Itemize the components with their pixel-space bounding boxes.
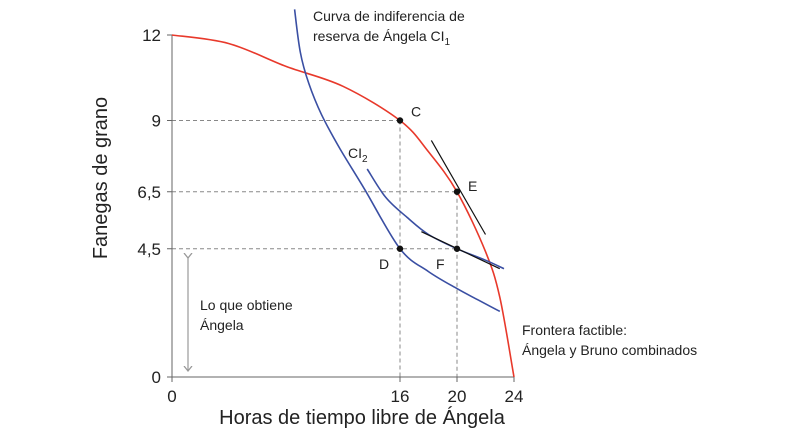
obtiene-label-line1: Lo que obtiene xyxy=(200,297,293,313)
ci2-label-text: CI xyxy=(348,145,362,161)
point-label-d: D xyxy=(379,256,389,272)
point-label-e: E xyxy=(468,178,477,194)
ci2-label: CI2 xyxy=(348,145,368,165)
x-axis-title: Horas de tiempo libre de Ángela xyxy=(219,406,506,429)
y-tick-label: 4,5 xyxy=(137,240,161,259)
ci1-label-line2: reserva de Ángela CI1 xyxy=(313,28,451,48)
x-tick-label: 16 xyxy=(391,387,410,406)
obtiene-label-line2: Ángela xyxy=(200,317,244,333)
point-e xyxy=(453,188,461,195)
tangent-lines xyxy=(421,140,501,270)
frontier-label-line1: Frontera factible: xyxy=(522,322,627,338)
guide-lines xyxy=(172,120,458,377)
y-tick-label: 9 xyxy=(152,112,161,131)
x-tick-label: 24 xyxy=(505,387,524,406)
point-label-c: C xyxy=(411,104,421,120)
ci1-curve xyxy=(293,9,501,313)
ci1-label-subscript: 1 xyxy=(445,37,451,48)
ci1-label-text: reserva de Ángela CI xyxy=(313,28,445,44)
x-tick-label: 20 xyxy=(448,387,467,406)
point-c xyxy=(396,117,404,124)
point-label-f: F xyxy=(436,256,445,272)
y-tick-label: 6,5 xyxy=(137,183,161,202)
x-tick-label: 0 xyxy=(167,387,176,406)
point-f xyxy=(453,245,461,252)
frontier-curve xyxy=(171,34,515,378)
point-d xyxy=(396,245,404,252)
y-tick-label: 0 xyxy=(152,368,161,387)
y-tick-label: 12 xyxy=(142,26,161,45)
tangent-line-e xyxy=(430,140,487,235)
ci1-label-line1: Curva de indiferencia de xyxy=(313,8,465,24)
y-axis-title: Fanegas de grano xyxy=(90,97,112,259)
data-points: C E D F xyxy=(379,104,477,272)
frontier-label-line2: Ángela y Bruno combinados xyxy=(522,342,697,358)
tangent-line-f xyxy=(421,231,501,270)
ci2-label-subscript: 2 xyxy=(362,154,368,165)
ci2-curve xyxy=(366,168,505,270)
